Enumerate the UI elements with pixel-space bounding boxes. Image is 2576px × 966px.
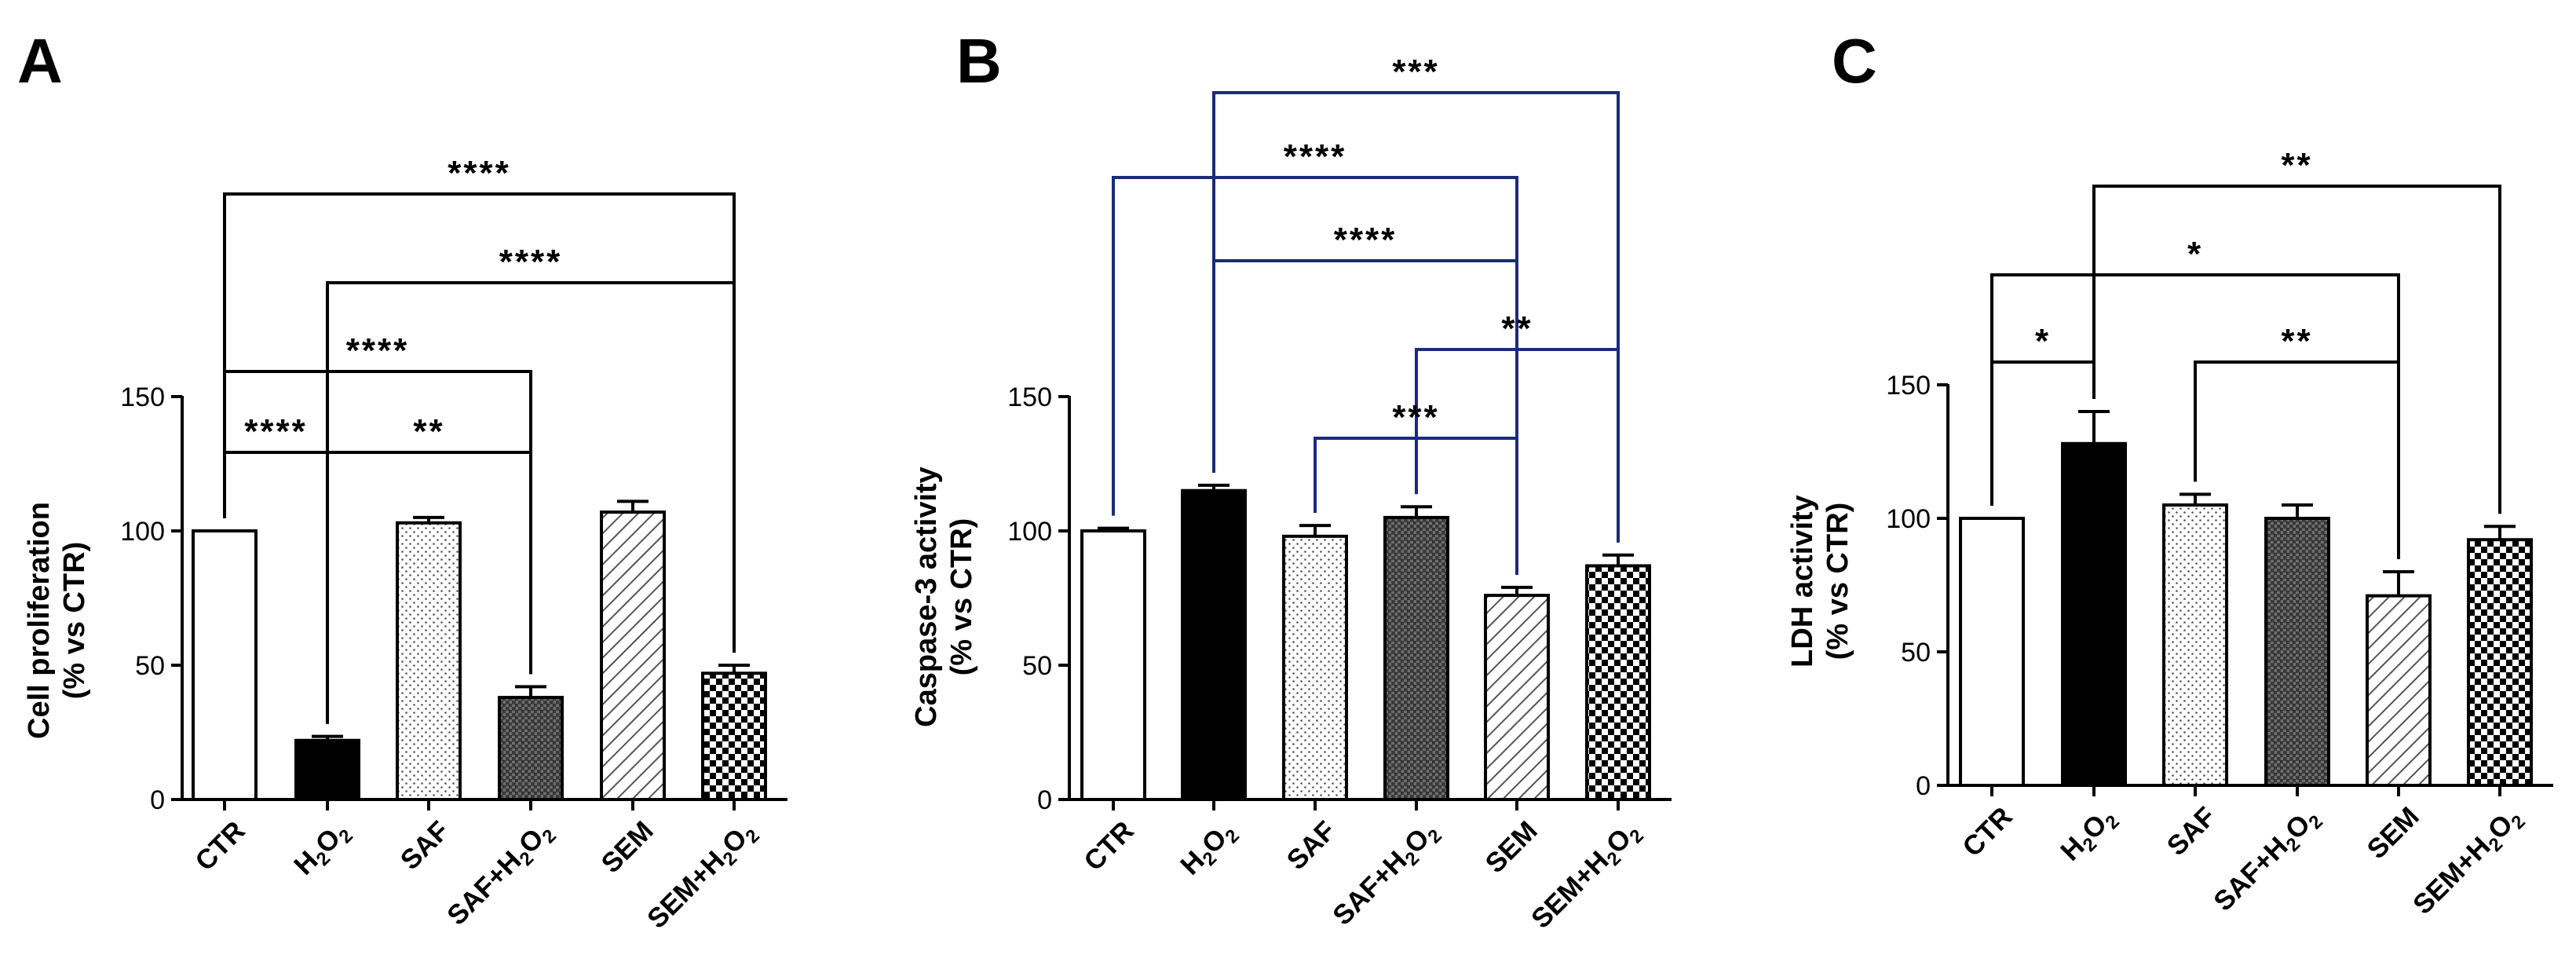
- significance-label-a-2: ****: [346, 331, 410, 370]
- bar-b-3: [1383, 515, 1449, 802]
- bar-b-0: [1080, 529, 1146, 801]
- bar-a-5: [701, 671, 767, 802]
- y-tick-label-b-100: 100: [1007, 517, 1052, 547]
- y-axis-title-a-line2: (% vs CTR): [58, 542, 91, 700]
- y-tick-label-c-100: 100: [1886, 504, 1931, 534]
- bar-c-3: [2264, 517, 2330, 787]
- significance-bracket-b-2: [1212, 259, 1518, 575]
- bar-c-0: [1959, 517, 2025, 787]
- y-tick-label-c-150: 150: [1886, 371, 1931, 401]
- bar-a-3: [498, 696, 564, 801]
- category-label-b-3: SAF+H2O2: [1327, 815, 1446, 935]
- significance-label-a-0: ****: [448, 154, 511, 192]
- category-label-a-0: CTR: [189, 815, 250, 876]
- category-label-c-0: CTR: [1957, 801, 2018, 862]
- category-label-b-5: SEM+H2O2: [1526, 815, 1648, 938]
- significance-label-b-0: ***: [1392, 53, 1439, 91]
- y-axis-title-b-line2: (% vs CTR): [945, 518, 978, 676]
- category-label-b-0: CTR: [1078, 815, 1139, 876]
- bar-a-1: [294, 738, 360, 802]
- category-label-a-1: H2O2: [288, 815, 357, 884]
- y-tick-label-a-100: 100: [120, 517, 165, 547]
- bar-c-4: [2366, 594, 2432, 787]
- bar-b-5: [1585, 564, 1651, 802]
- bar-a-0: [192, 529, 258, 801]
- bar-c-1: [2061, 441, 2127, 787]
- bar-c-5: [2467, 538, 2533, 787]
- category-label-b-2: SAF: [1281, 815, 1342, 876]
- significance-bracket-b-4: [1314, 437, 1518, 575]
- significance-bracket-c-3: [2194, 360, 2400, 559]
- category-label-a-3: SAF+H2O2: [441, 815, 561, 935]
- category-label-b-4: SEM: [1479, 815, 1543, 879]
- significance-label-b-1: ****: [1284, 137, 1347, 176]
- y-axis-title-a-line1: Cell proliferation: [23, 502, 56, 739]
- bar-a-4: [600, 510, 666, 801]
- significance-bracket-c-2: [1990, 360, 2096, 506]
- significance-label-b-2: ****: [1334, 221, 1398, 259]
- category-label-a-5: SEM+H2O2: [641, 815, 764, 938]
- category-label-c-5: SEM+H2O2: [2407, 801, 2530, 924]
- y-tick-label-b-150: 150: [1007, 382, 1052, 412]
- y-tick-label-c-50: 50: [1901, 638, 1931, 668]
- bar-b-2: [1282, 534, 1348, 802]
- significance-label-c-1: *: [2187, 235, 2203, 273]
- significance-bracket-c-0: [2092, 185, 2501, 514]
- bar-b-1: [1181, 488, 1247, 801]
- category-label-c-1: H2O2: [2055, 801, 2124, 870]
- bar-b-4: [1484, 594, 1550, 802]
- significance-label-a-1: ****: [499, 243, 563, 281]
- y-axis-title-c: LDH activity (% vs CTR): [1786, 495, 1854, 668]
- y-axis-title-b-line1: Caspase-3 activity: [910, 467, 943, 727]
- panel-letter-b: B: [956, 26, 1002, 96]
- y-tick-label-b-0: 0: [1037, 785, 1052, 815]
- significance-label-c-2: *: [2035, 322, 2051, 360]
- significance-label-c-0: **: [2281, 146, 2312, 185]
- significance-label-b-3: **: [1501, 309, 1533, 348]
- significance-bracket-b-1: [1112, 176, 1518, 575]
- y-axis-title-a: Cell proliferation (% vs CTR): [23, 502, 91, 739]
- panel-letter-a: A: [17, 26, 63, 96]
- y-axis-title-c-line2: (% vs CTR): [1821, 503, 1854, 660]
- y-axis-title-c-line1: LDH activity: [1786, 495, 1819, 668]
- y-tick-label-a-150: 150: [120, 382, 165, 412]
- y-tick-label-a-50: 50: [135, 651, 165, 681]
- significance-label-a-3: ****: [244, 412, 308, 451]
- category-label-a-2: SAF: [395, 815, 455, 876]
- bar-a-2: [396, 521, 462, 801]
- y-axis-title-b: Caspase-3 activity (% vs CTR): [910, 467, 978, 727]
- category-label-c-2: SAF: [2161, 801, 2222, 862]
- significance-bracket-a-4: [326, 451, 532, 724]
- y-tick-label-a-0: 0: [150, 785, 165, 815]
- significance-label-a-4: **: [413, 412, 444, 451]
- category-label-a-4: SEM: [595, 815, 659, 879]
- category-label-c-4: SEM: [2361, 801, 2424, 865]
- y-tick-label-c-0: 0: [1916, 771, 1931, 801]
- bar-c-2: [2162, 503, 2228, 787]
- panel-letter-c: C: [1832, 26, 1877, 96]
- significance-bracket-b-3: [1415, 348, 1620, 543]
- y-tick-label-b-50: 50: [1022, 651, 1052, 681]
- significance-label-b-4: ***: [1392, 398, 1439, 437]
- category-label-c-3: SAF+H2O2: [2208, 801, 2327, 920]
- significance-label-c-3: **: [2281, 322, 2312, 360]
- category-label-b-1: H2O2: [1175, 815, 1244, 884]
